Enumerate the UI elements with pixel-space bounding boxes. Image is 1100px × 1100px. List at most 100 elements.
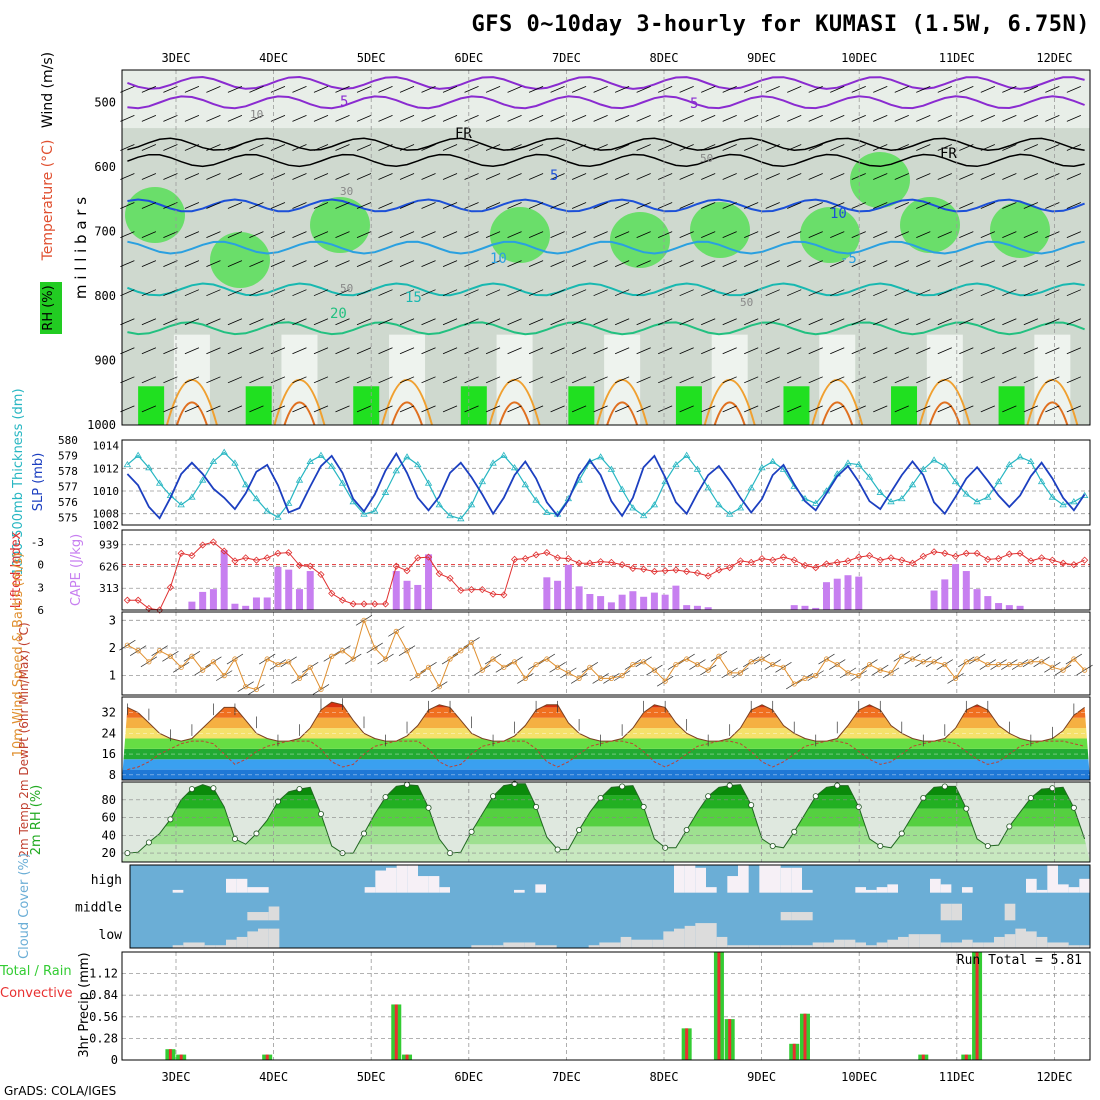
cloud-bar-low bbox=[215, 945, 226, 948]
wind-barb bbox=[141, 173, 157, 180]
wind-barb bbox=[421, 405, 436, 413]
cloud-bar-high bbox=[1079, 878, 1090, 893]
thickness-point bbox=[672, 460, 680, 468]
wind-barb bbox=[701, 405, 716, 413]
wind-barb bbox=[744, 376, 759, 384]
wind-barb bbox=[894, 260, 909, 268]
cloud-bar-high bbox=[866, 889, 877, 893]
wind-barb bbox=[356, 202, 372, 209]
wind-barb bbox=[787, 202, 802, 209]
wind-speed-point bbox=[318, 686, 324, 693]
isotherm-label: 10 bbox=[830, 206, 847, 222]
wind-barb bbox=[292, 115, 307, 122]
wind-barb bbox=[292, 260, 307, 268]
wind-barb bbox=[916, 115, 931, 122]
wind-barb bbox=[765, 289, 780, 297]
wind-barb bbox=[1045, 405, 1060, 413]
wind-barb bbox=[120, 202, 135, 209]
wind-barb bbox=[378, 85, 393, 93]
cloud-bar-low bbox=[930, 934, 941, 948]
wind-barb bbox=[593, 231, 608, 238]
thickness-point bbox=[951, 477, 960, 485]
wind-barb bbox=[335, 347, 350, 355]
wind-barb bbox=[120, 115, 135, 122]
cape-bar bbox=[672, 585, 680, 610]
wind-barb bbox=[421, 115, 436, 122]
thickness-point bbox=[941, 462, 949, 469]
wind-barb bbox=[916, 144, 931, 151]
wind-barb bbox=[1023, 85, 1039, 93]
wind-speed-point bbox=[619, 673, 625, 679]
wind-barb bbox=[249, 202, 264, 209]
wind-barb bbox=[292, 144, 307, 151]
li-tick-label: 6 bbox=[37, 604, 44, 617]
wind-barb bbox=[313, 85, 329, 93]
cape-bar bbox=[952, 564, 960, 610]
li-point bbox=[392, 562, 400, 570]
wind-barb bbox=[1002, 173, 1017, 180]
li-point bbox=[962, 549, 970, 557]
rh-high-patch bbox=[125, 187, 185, 243]
cloud-bar-low bbox=[1047, 942, 1058, 948]
thickness-point bbox=[532, 496, 540, 503]
thickness-point bbox=[704, 484, 712, 491]
cloud-panel-frame bbox=[129, 864, 1091, 949]
precip-convective-bar bbox=[405, 1054, 409, 1060]
temp-panel-frame bbox=[121, 696, 1091, 781]
wind-barb bbox=[830, 144, 845, 151]
precip-convective-bar bbox=[179, 1054, 183, 1060]
wind-barb bbox=[636, 231, 651, 238]
thickness-point bbox=[725, 510, 734, 517]
wind-barb bbox=[227, 318, 243, 326]
cape-bar bbox=[812, 607, 820, 610]
cloud-bar-high bbox=[695, 867, 706, 893]
wind-barb bbox=[959, 173, 974, 180]
wind-barb bbox=[120, 405, 135, 413]
rh-high-patch bbox=[210, 232, 270, 288]
wind-barb bbox=[787, 115, 802, 122]
wind-speed-point bbox=[630, 661, 636, 668]
cloud-bar-high bbox=[1068, 887, 1080, 893]
wind-barb bbox=[916, 289, 931, 297]
wind-barb bbox=[335, 144, 350, 151]
wind-barb bbox=[873, 115, 888, 122]
cloud-bar-middle bbox=[268, 906, 280, 921]
wind-barb bbox=[1023, 318, 1039, 326]
wind-barb bbox=[378, 376, 393, 384]
wind-speed-point bbox=[146, 659, 152, 665]
cape-bar bbox=[1005, 605, 1013, 610]
upper-panel-frame bbox=[121, 69, 1091, 426]
rh-point bbox=[253, 830, 260, 837]
rh-high-patch bbox=[690, 202, 750, 258]
wind-barb bbox=[851, 260, 866, 268]
wind-barb bbox=[1002, 202, 1017, 209]
thickness-point bbox=[736, 504, 745, 511]
wind-barb bbox=[399, 202, 415, 209]
temp-tick-label: 24 bbox=[102, 726, 116, 740]
cape-bar bbox=[650, 592, 658, 610]
wind-barb bbox=[550, 202, 565, 209]
wind-barb bbox=[442, 115, 458, 122]
wind-barb bbox=[163, 144, 178, 151]
precip-total-legend: Total / Rain bbox=[0, 964, 72, 979]
wind-barb bbox=[808, 318, 823, 326]
cloud-bar-low bbox=[642, 939, 653, 948]
li-point bbox=[274, 549, 282, 557]
cloud-bar-low bbox=[204, 945, 216, 948]
wind-barb bbox=[550, 144, 565, 151]
wind-barb bbox=[507, 318, 522, 326]
wind-barb bbox=[679, 260, 694, 268]
wind-barb bbox=[249, 318, 264, 326]
cloud-bar-low bbox=[524, 942, 536, 948]
cloud-bar-low bbox=[674, 928, 685, 948]
temp-band bbox=[122, 738, 1090, 749]
wind-barb bbox=[894, 376, 909, 384]
wind-barb bbox=[765, 144, 780, 151]
precip-panel-frame bbox=[121, 951, 1091, 1061]
wind-barb bbox=[916, 318, 931, 326]
cape-bar bbox=[252, 597, 260, 610]
rh-point bbox=[877, 843, 884, 850]
wind-speed-point bbox=[286, 659, 292, 665]
thickness-point bbox=[994, 477, 1003, 485]
wind-barb bbox=[120, 347, 135, 355]
